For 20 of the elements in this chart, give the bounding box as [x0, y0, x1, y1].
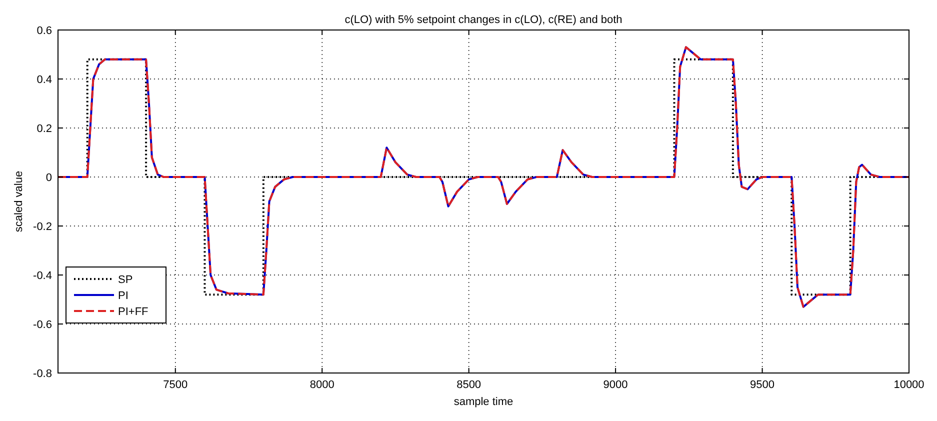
y-tick-label: -0.6: [33, 319, 52, 331]
x-tick-label: 9500: [750, 379, 775, 391]
x-tick-label: 9000: [603, 379, 628, 391]
y-tick-label: -0.4: [33, 270, 52, 282]
x-tick-label: 10000: [894, 379, 924, 391]
legend-label: SP: [118, 274, 133, 286]
x-tick-label: 8500: [456, 379, 482, 391]
x-tick-label: 7500: [163, 379, 188, 391]
x-tick-label: 8000: [310, 379, 334, 391]
chart-title: c(LO) with 5% setpoint changes in c(LO), c(RE) and both: [344, 14, 622, 26]
x-axis-title: sample time: [454, 396, 514, 408]
y-tick-label: 0.2: [36, 123, 52, 135]
y-axis-title: scaled value: [13, 170, 25, 232]
y-tick-label: -0.8: [33, 368, 52, 380]
y-tick-label: -0.2: [33, 221, 52, 233]
y-tick-label: 0.4: [36, 74, 52, 86]
y-tick-label: 0: [46, 172, 52, 184]
legend-label: PI+FF: [118, 306, 149, 318]
y-tick-label: 0.6: [36, 25, 52, 37]
legend-label: PI: [118, 290, 128, 302]
